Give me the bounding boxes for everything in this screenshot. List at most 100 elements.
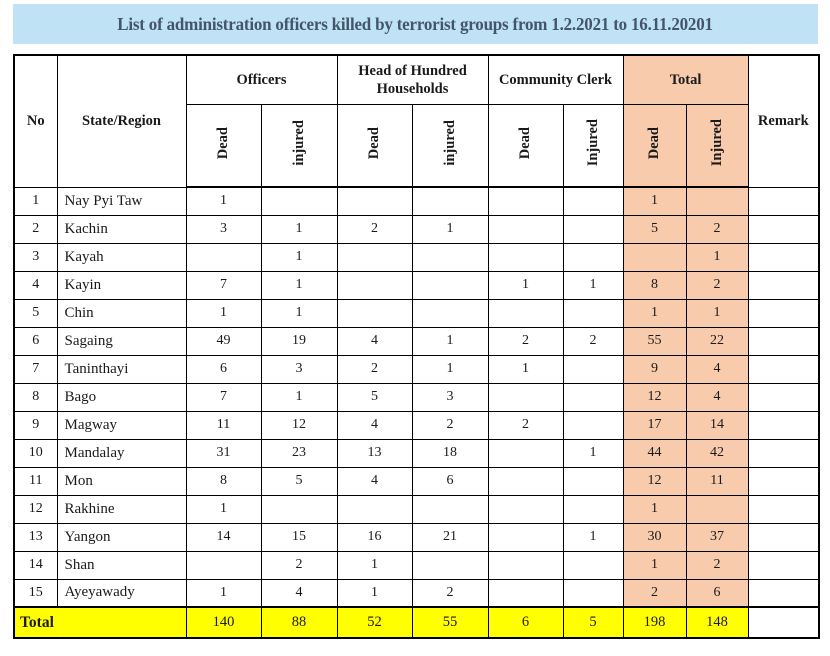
row-number-cell: 13 — [13, 522, 58, 552]
col-header-no: No — [13, 54, 58, 188]
value-cell: 1 — [260, 270, 338, 300]
casualties-table: No State/Region Officers Head of Hundred… — [13, 54, 821, 639]
remark-cell — [747, 242, 820, 272]
value-cell: 1 — [260, 298, 338, 328]
value-cell: 3 — [411, 382, 489, 412]
value-cell: 2 — [487, 410, 564, 440]
value-cell: 2 — [562, 326, 624, 356]
value-cell: 42 — [685, 438, 749, 468]
value-cell: 2 — [622, 578, 687, 608]
value-cell: 14 — [185, 522, 262, 552]
value-cell: 4 — [336, 466, 413, 496]
header-group-row: No State/Region Officers Head of Hundred… — [13, 54, 820, 188]
value-cell — [487, 522, 564, 552]
remark-cell — [747, 466, 820, 496]
state-region-cell: Sagaing — [56, 326, 187, 356]
value-cell: 16 — [336, 522, 413, 552]
value-cell: 1 — [336, 578, 413, 608]
col-group-head-of-hundred-households: Head of Hundred Households — [336, 54, 489, 105]
state-region-cell: Ayeyawady — [56, 578, 187, 608]
value-cell — [336, 494, 413, 524]
value-cell: 2 — [260, 550, 338, 580]
grand-total-value-cell: 88 — [260, 606, 338, 639]
row-number-cell: 9 — [13, 410, 58, 440]
value-cell: 1 — [487, 354, 564, 384]
table-row: 2 Kachin 3 1 2 1 5 2 — [13, 214, 820, 244]
value-cell: 1 — [411, 326, 489, 356]
value-cell: 1 — [622, 298, 687, 328]
state-region-cell: Chin — [56, 298, 187, 328]
value-cell: 3 — [260, 354, 338, 384]
value-cell: 7 — [185, 382, 262, 412]
value-cell: 6 — [411, 466, 489, 496]
value-cell — [336, 242, 413, 272]
value-cell — [562, 354, 624, 384]
state-region-cell: Bago — [56, 382, 187, 412]
value-cell: 2 — [411, 578, 489, 608]
value-cell: 18 — [411, 438, 489, 468]
value-cell: 12 — [622, 466, 687, 496]
table-row: 7 Taninthayi 6 3 2 1 1 9 4 — [13, 354, 820, 384]
value-cell — [411, 186, 489, 216]
col-header-state-region: State/Region — [56, 54, 187, 188]
value-cell: 13 — [336, 438, 413, 468]
value-cell: 2 — [685, 550, 749, 580]
value-cell — [336, 298, 413, 328]
value-cell — [487, 438, 564, 468]
value-cell — [562, 550, 624, 580]
table-row: 10 Mandalay 31 23 13 18 1 44 42 — [13, 438, 820, 468]
grand-total-value-cell: 5 — [562, 606, 624, 639]
row-number-cell: 6 — [13, 326, 58, 356]
row-number-cell: 11 — [13, 466, 58, 496]
value-cell: 4 — [260, 578, 338, 608]
value-cell: 12 — [260, 410, 338, 440]
grand-total-value-cell: 52 — [336, 606, 413, 639]
value-cell: 5 — [336, 382, 413, 412]
table-row: 4 Kayin 7 1 1 1 8 2 — [13, 270, 820, 300]
grand-total-remark-cell — [747, 606, 820, 639]
value-cell — [336, 186, 413, 216]
value-cell: 1 — [685, 298, 749, 328]
value-cell: 44 — [622, 438, 687, 468]
value-cell — [562, 298, 624, 328]
state-region-cell: Mon — [56, 466, 187, 496]
value-cell: 3 — [185, 214, 262, 244]
table-row: 8 Bago 7 1 5 3 12 4 — [13, 382, 820, 412]
state-region-cell: Yangon — [56, 522, 187, 552]
value-cell: 1 — [622, 550, 687, 580]
value-cell — [562, 382, 624, 412]
grand-total-row: Total 140 88 52 55 6 5 198 148 — [13, 606, 820, 639]
col-header-remark: Remark — [747, 54, 820, 188]
table-row: 13 Yangon 14 15 16 21 1 30 37 — [13, 522, 820, 552]
value-cell: 1 — [185, 298, 262, 328]
table-row: 15 Ayeyawady 1 4 1 2 2 6 — [13, 578, 820, 608]
value-cell — [260, 186, 338, 216]
value-cell: 4 — [336, 326, 413, 356]
value-cell: 4 — [685, 354, 749, 384]
remark-cell — [747, 578, 820, 608]
col-header-clerk-dead: Dead — [487, 103, 564, 188]
grand-total-value-cell: 198 — [622, 606, 687, 639]
row-number-cell: 8 — [13, 382, 58, 412]
col-header-hhh-dead: Dead — [336, 103, 413, 188]
value-cell — [185, 242, 262, 272]
table-header: No State/Region Officers Head of Hundred… — [13, 54, 820, 188]
remark-cell — [747, 354, 820, 384]
value-cell: 17 — [622, 410, 687, 440]
value-cell — [411, 494, 489, 524]
remark-cell — [747, 410, 820, 440]
value-cell — [411, 242, 489, 272]
row-number-cell: 15 — [13, 578, 58, 608]
state-region-cell: Kayah — [56, 242, 187, 272]
value-cell — [411, 270, 489, 300]
table-row: 1 Nay Pyi Taw 1 1 — [13, 186, 820, 216]
remark-cell — [747, 326, 820, 356]
state-region-cell: Taninthayi — [56, 354, 187, 384]
table-row: 5 Chin 1 1 1 1 — [13, 298, 820, 328]
value-cell: 19 — [260, 326, 338, 356]
state-region-cell: Shan — [56, 550, 187, 580]
value-cell: 4 — [685, 382, 749, 412]
value-cell — [487, 214, 564, 244]
value-cell — [411, 298, 489, 328]
